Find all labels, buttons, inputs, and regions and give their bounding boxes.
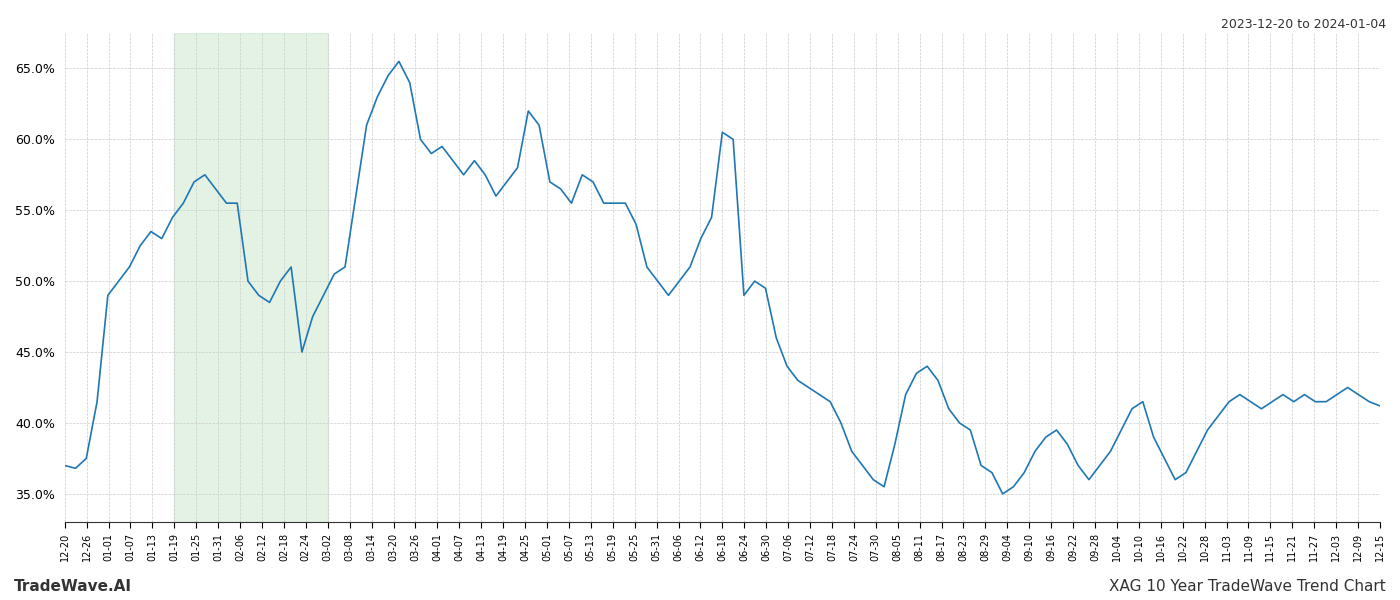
Text: 2023-12-20 to 2024-01-04: 2023-12-20 to 2024-01-04 <box>1221 18 1386 31</box>
Text: XAG 10 Year TradeWave Trend Chart: XAG 10 Year TradeWave Trend Chart <box>1109 579 1386 594</box>
Bar <box>175 33 328 522</box>
Text: TradeWave.AI: TradeWave.AI <box>14 579 132 594</box>
